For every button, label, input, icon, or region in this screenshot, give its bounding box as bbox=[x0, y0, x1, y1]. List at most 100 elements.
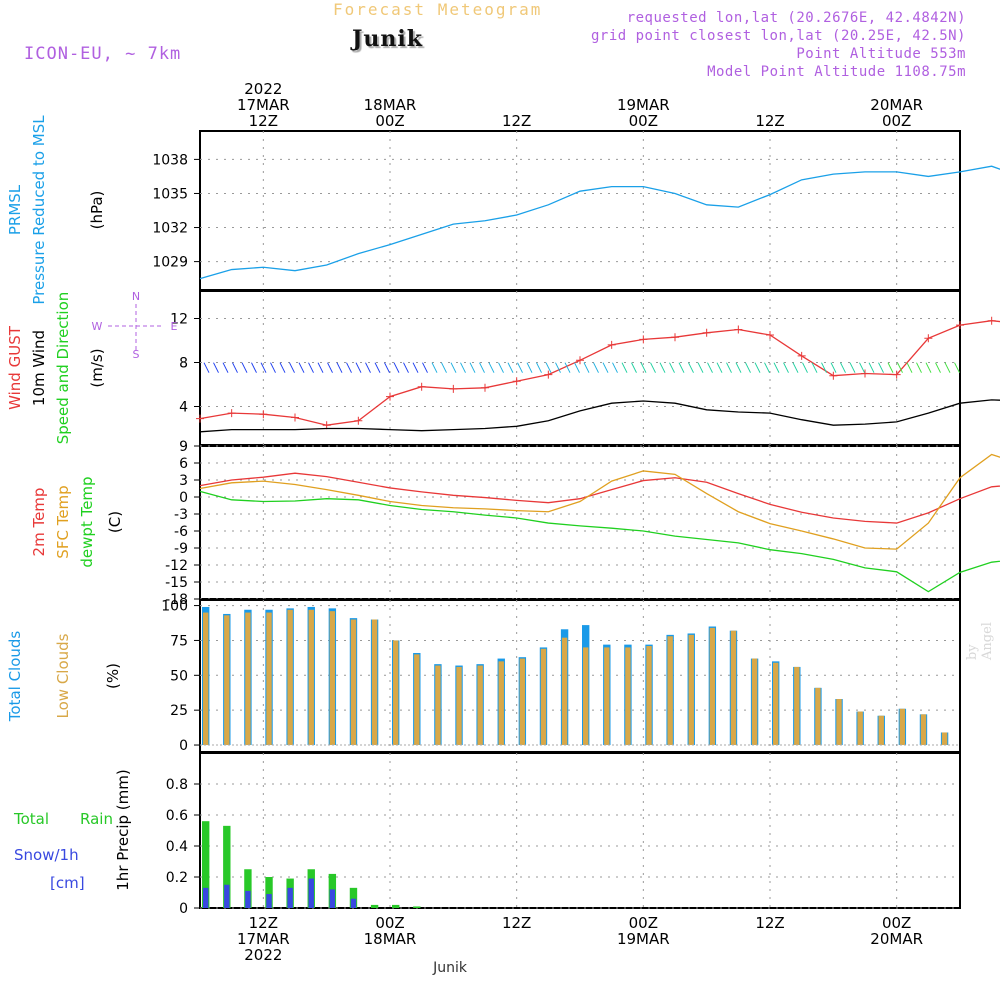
wind-arrow bbox=[859, 362, 865, 373]
wind-arrow bbox=[897, 362, 903, 373]
compass-n: N bbox=[132, 290, 140, 303]
gust-marker bbox=[892, 370, 901, 379]
series-dewpt-temp bbox=[199, 490, 1000, 593]
wind-arrow bbox=[507, 362, 514, 373]
wind-arrow bbox=[849, 362, 856, 373]
wind-arrow bbox=[583, 362, 590, 373]
series-10m-wind bbox=[199, 399, 1000, 433]
ylabel-total-clouds: Total Clouds bbox=[6, 631, 24, 723]
panel-wind: 4 8 12 bbox=[170, 290, 1000, 446]
gust-marker bbox=[512, 377, 521, 386]
bar-low-clouds bbox=[941, 732, 948, 746]
gust-marker bbox=[829, 371, 838, 380]
gust-marker bbox=[607, 340, 616, 349]
requested-coords: requested lon,lat (20.2676E, 42.4842N) bbox=[626, 10, 966, 26]
wind-arrow bbox=[270, 362, 276, 373]
time-label-bottom: 17MAR bbox=[237, 930, 290, 948]
gust-marker bbox=[734, 325, 743, 334]
wind-arrow bbox=[707, 362, 713, 373]
gust-marker bbox=[481, 383, 489, 392]
time-label-top: 20MAR bbox=[870, 96, 923, 114]
ylabel-percent: (%) bbox=[104, 663, 122, 689]
legend-rain: Rain bbox=[80, 810, 113, 828]
y-tick-label: 0.6 bbox=[166, 808, 188, 824]
wind-arrow bbox=[944, 362, 951, 373]
wind-arrow bbox=[878, 362, 884, 373]
wind-arrow bbox=[716, 362, 723, 373]
wind-arrow bbox=[792, 362, 799, 373]
bar-snow bbox=[266, 894, 272, 908]
bar-low-clouds bbox=[561, 637, 568, 746]
wind-arrow bbox=[754, 362, 761, 373]
y-tick-label: -12 bbox=[165, 558, 188, 574]
station-title: Junik bbox=[352, 26, 423, 52]
wind-arrow bbox=[327, 362, 333, 373]
y-tick-label: 12 bbox=[170, 312, 188, 328]
time-label-top: 12Z bbox=[502, 112, 531, 130]
bar-low-clouds bbox=[477, 665, 483, 746]
y-tick-label: -6 bbox=[174, 524, 188, 540]
y-tick-label: 0 bbox=[179, 490, 188, 506]
ylabel-gust: Wind GUST bbox=[6, 325, 24, 410]
gust-marker bbox=[417, 382, 426, 391]
gust-marker bbox=[259, 410, 268, 419]
wind-arrow bbox=[745, 362, 751, 373]
wind-arrow bbox=[935, 362, 941, 373]
time-label-top: 17MAR bbox=[237, 96, 290, 114]
wind-arrow bbox=[688, 362, 694, 373]
compass-w: W bbox=[92, 320, 103, 333]
bar-snow bbox=[224, 884, 230, 908]
wind-arrow bbox=[441, 362, 447, 373]
y-tick-label: 1029 bbox=[152, 255, 188, 271]
bar-rain bbox=[244, 869, 252, 908]
time-label-bottom: 12Z bbox=[755, 914, 784, 932]
wind-arrow bbox=[412, 362, 419, 373]
bar-low-clouds bbox=[203, 612, 209, 746]
ylabel-dewpt-temp: dewpt Temp bbox=[78, 476, 96, 567]
time-label-bottom: 00Z bbox=[882, 914, 911, 932]
time-label-bottom: 00Z bbox=[629, 914, 658, 932]
time-label-top: 12Z bbox=[755, 112, 784, 130]
bar-low-clouds bbox=[266, 612, 272, 746]
bar-rain bbox=[202, 821, 210, 908]
ylabel-pressure: Pressure Reduced to MSL bbox=[30, 115, 48, 305]
y-tick-label: 1032 bbox=[152, 221, 188, 237]
y-tick-label: -15 bbox=[165, 575, 188, 591]
bar-low-clouds bbox=[287, 609, 293, 746]
bar-low-clouds bbox=[646, 646, 652, 746]
wind-arrow bbox=[802, 362, 808, 373]
ylabel-ms: (m/s) bbox=[88, 348, 106, 387]
point-altitude: Point Altitude 553m bbox=[796, 46, 966, 62]
bar-low-clouds bbox=[709, 627, 716, 746]
y-tick-label: 3 bbox=[179, 473, 188, 489]
wind-arrow bbox=[241, 362, 248, 373]
y-tick-label: 0.8 bbox=[166, 777, 188, 793]
wind-arrow bbox=[289, 362, 295, 373]
gust-marker bbox=[227, 409, 236, 418]
wind-arrow bbox=[735, 362, 742, 373]
bar-low-clouds bbox=[730, 630, 737, 746]
bar-low-clouds bbox=[794, 666, 800, 746]
wind-arrow bbox=[536, 362, 542, 373]
panel-precip: 0 0.2 0.4 0.6 0.8 bbox=[166, 752, 961, 917]
wind-arrow bbox=[336, 362, 343, 373]
wind-arrow bbox=[365, 362, 371, 373]
wind-arrow bbox=[602, 362, 609, 373]
time-label-bottom: 19MAR bbox=[617, 930, 670, 948]
wind-arrow bbox=[384, 362, 390, 373]
wind-arrow bbox=[783, 362, 789, 373]
bar-snow bbox=[350, 898, 357, 908]
wind-arrow bbox=[393, 362, 400, 373]
wind-arrow bbox=[431, 362, 438, 373]
bar-low-clouds bbox=[371, 619, 378, 746]
gust-marker bbox=[987, 316, 996, 325]
wind-arrow bbox=[678, 362, 685, 373]
gust-marker bbox=[956, 321, 964, 330]
gust-marker bbox=[797, 351, 806, 360]
gust-marker bbox=[291, 413, 299, 422]
ylabel-10m-wind: 10m Wind bbox=[30, 330, 48, 406]
gust-marker bbox=[639, 335, 648, 344]
bar-snow bbox=[203, 887, 209, 908]
panel-clouds: 0 25 50 75 100 bbox=[161, 599, 961, 754]
bar-low-clouds bbox=[414, 654, 420, 746]
